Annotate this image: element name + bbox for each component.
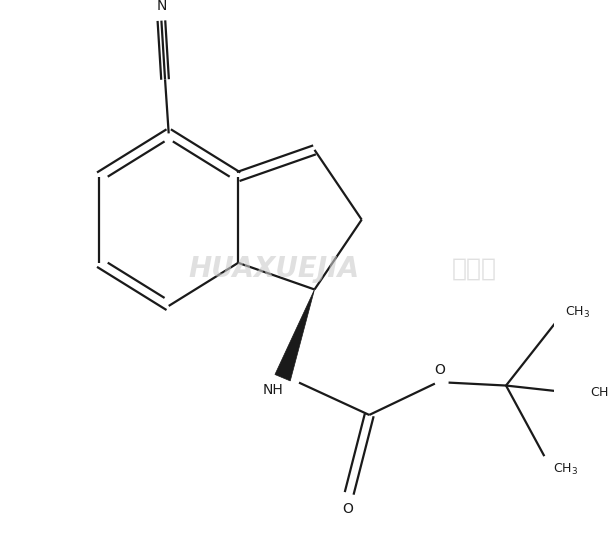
Text: O: O [342, 502, 353, 516]
Text: CH$_3$: CH$_3$ [565, 305, 590, 320]
Text: N: N [156, 0, 167, 13]
Polygon shape [275, 289, 314, 381]
Text: CH$_3$: CH$_3$ [590, 386, 608, 401]
Text: NH: NH [263, 383, 284, 398]
Text: CH$_3$: CH$_3$ [553, 462, 578, 477]
Text: 化学加: 化学加 [452, 257, 497, 281]
Text: O: O [434, 363, 445, 377]
Text: HUAXUEJIA: HUAXUEJIA [188, 255, 359, 283]
